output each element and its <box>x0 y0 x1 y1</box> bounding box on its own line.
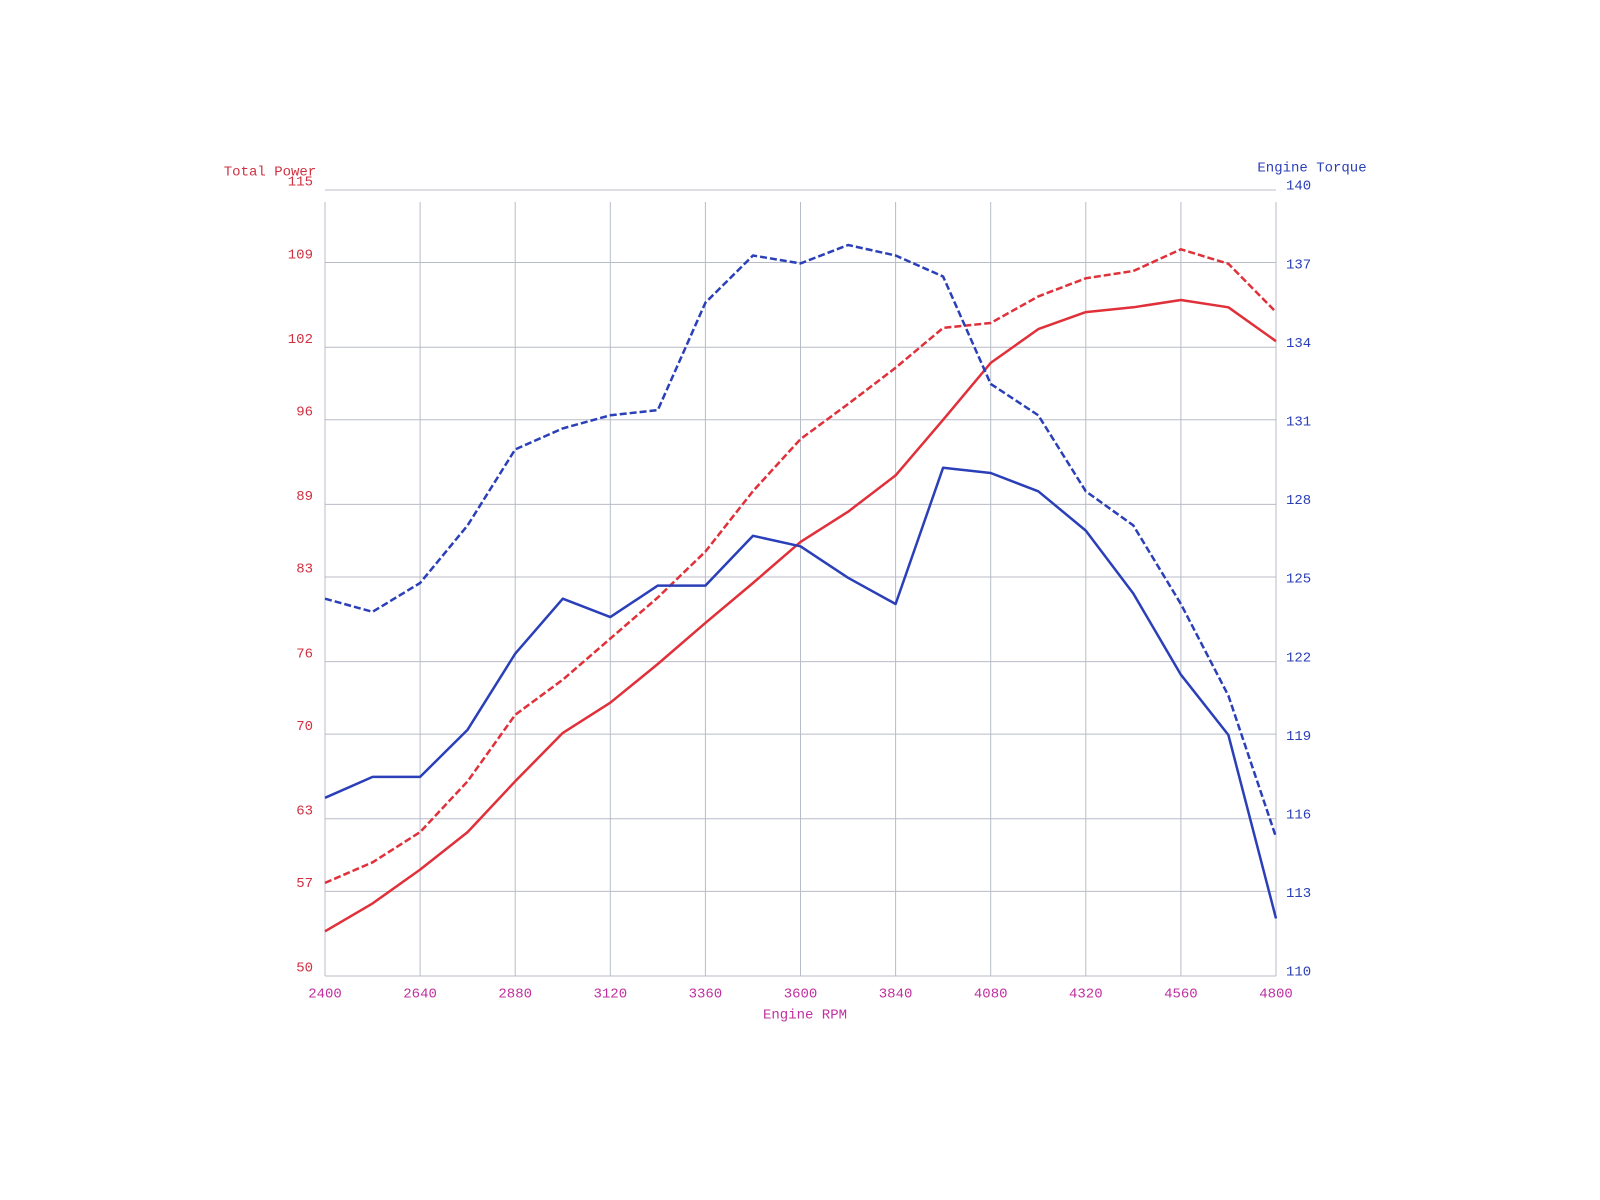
x-axis-title: Engine RPM <box>763 1008 847 1024</box>
y-axis-title: Total Power <box>224 165 316 181</box>
x-tick-label: 2640 <box>403 987 437 1003</box>
x-tick-label: 3600 <box>784 987 818 1003</box>
y-tick-label: 76 <box>296 646 313 662</box>
y2-tick-label: 131 <box>1286 415 1311 431</box>
series-line <box>324 298 1277 933</box>
y-tick-label: 57 <box>296 876 313 892</box>
y2-tick-label: 140 <box>1286 179 1311 195</box>
x-tick-label: 3360 <box>689 987 723 1003</box>
x-tick-label: 4800 <box>1259 987 1293 1003</box>
x-tick-label: 2880 <box>498 987 532 1003</box>
y-tick-label: 115 <box>288 175 313 191</box>
x-tick-label: 4320 <box>1069 987 1103 1003</box>
y2-axis-title: Engine Torque <box>1257 161 1366 177</box>
y2-tick-label: 122 <box>1286 650 1311 666</box>
y2-tick-label: 128 <box>1286 493 1311 509</box>
y2-tick-label: 134 <box>1286 336 1311 352</box>
y-tick-label: 83 <box>296 562 313 578</box>
y-tick-label: 70 <box>296 719 313 735</box>
y2-tick-label: 137 <box>1286 257 1311 273</box>
x-tick-label: 4560 <box>1164 987 1198 1003</box>
series-line <box>324 243 1278 838</box>
x-tick-label: 4080 <box>974 987 1008 1003</box>
y-tick-label: 109 <box>288 247 313 263</box>
y2-tick-label: 113 <box>1286 886 1311 902</box>
series-line <box>324 248 1277 885</box>
y-tick-label: 63 <box>296 804 313 820</box>
y2-tick-label: 125 <box>1286 572 1311 588</box>
y-tick-label: 96 <box>296 404 313 420</box>
y-tick-label: 89 <box>296 489 313 505</box>
y-tick-label: 102 <box>288 332 313 348</box>
x-tick-label: 3120 <box>593 987 627 1003</box>
y-tick-label: 50 <box>296 961 313 977</box>
series-line <box>324 466 1278 919</box>
x-tick-label: 3840 <box>879 987 913 1003</box>
y2-tick-label: 116 <box>1286 808 1311 824</box>
y2-tick-label: 110 <box>1286 965 1311 981</box>
x-tick-label: 2400 <box>308 987 342 1003</box>
y2-tick-label: 119 <box>1286 729 1311 745</box>
